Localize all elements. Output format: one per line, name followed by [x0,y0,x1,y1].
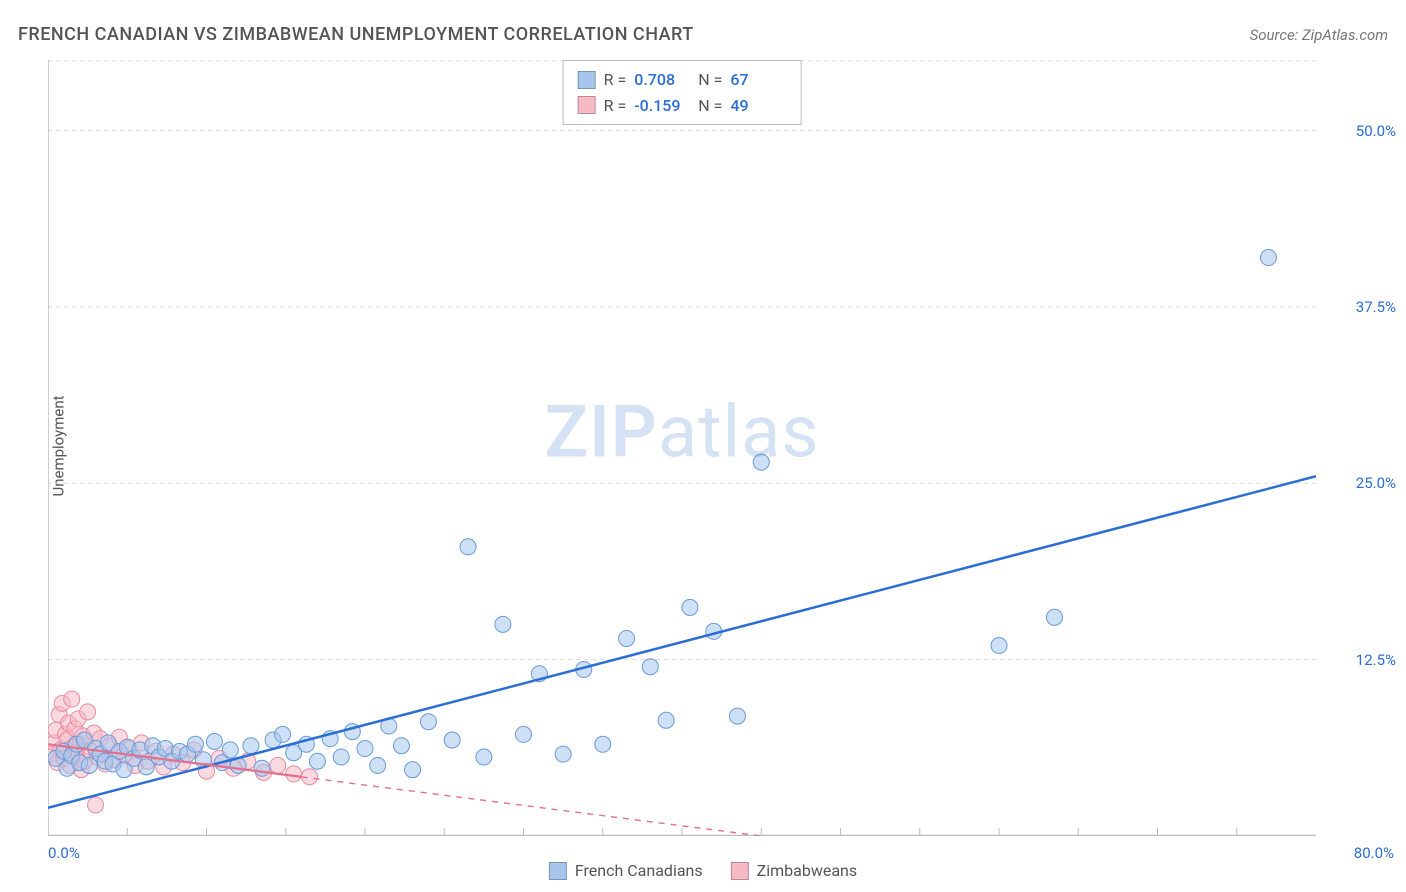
x-axis-min-label: 0.0% [48,844,80,862]
source-link[interactable]: ZipAtlas.com [1302,26,1388,44]
legend-swatch-fc-icon [549,862,567,880]
n-value-2: 49 [730,93,786,119]
page-title: FRENCH CANADIAN VS ZIMBABWEAN UNEMPLOYME… [18,24,694,45]
n-label-2: N = [698,93,722,119]
scatter-chart [48,60,1316,836]
y-tick-label: 12.5% [1356,651,1396,669]
source-credit: Source: ZipAtlas.com [1250,26,1388,44]
chart-plot-area: ZIPatlas R = 0.708 N = 67 R = -0.159 N =… [48,60,1316,836]
stats-legend-box: R = 0.708 N = 67 R = -0.159 N = 49 [563,60,802,125]
legend-label-fc: French Canadians [575,861,703,880]
y-tick-label: 50.0% [1356,122,1396,140]
source-prefix: Source: [1250,26,1302,44]
swatch-zw-icon [578,96,596,114]
legend-item-zw: Zimbabweans [731,861,857,880]
y-tick-label: 37.5% [1356,298,1396,316]
x-axis-max-label: 80.0% [1354,844,1394,862]
stats-row-1: R = 0.708 N = 67 [578,67,787,93]
legend-item-fc: French Canadians [549,861,703,880]
legend-swatch-zw-icon [731,862,749,880]
y-tick-label: 25.0% [1356,474,1396,492]
y-tick-labels: 12.5% 25.0% 37.5% 50.0% [1326,60,1396,836]
legend-label-zw: Zimbabweans [757,861,857,880]
n-label-1: N = [698,67,722,93]
r-label-1: R = [604,67,627,93]
r-value-1: 0.708 [634,67,690,93]
r-label-2: R = [604,93,627,119]
stats-row-2: R = -0.159 N = 49 [578,93,787,119]
series-legend: French Canadians Zimbabweans [549,861,857,880]
swatch-fc-icon [578,71,596,89]
r-value-2: -0.159 [634,93,690,119]
n-value-1: 67 [730,67,786,93]
